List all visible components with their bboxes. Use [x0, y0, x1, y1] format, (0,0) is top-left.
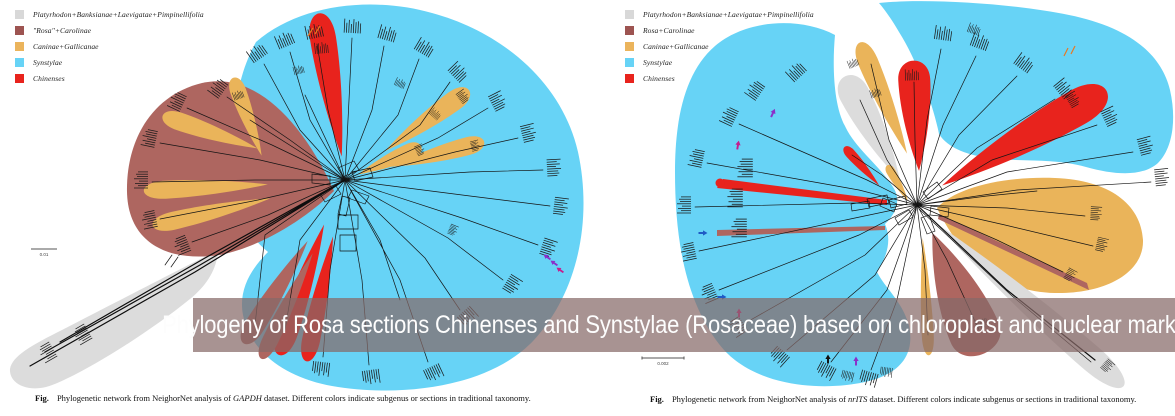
caption-text-after: dataset. Different colors indicate subge…	[867, 394, 1137, 404]
caption-gene-name: GAPDH	[233, 393, 262, 403]
rosa-ray	[717, 226, 885, 236]
legend-item: Synstylae	[625, 54, 814, 70]
gapdh-network-diagram: 0.01	[9, 4, 584, 391]
legend-swatch-red	[15, 73, 24, 83]
nrits-network-diagram: 0.002	[641, 1, 1174, 397]
legend-item: Platyrhodon+Banksianae+Laevigatae+Pimpin…	[625, 6, 814, 22]
legend-label: Platyrhodon+Banksianae+Laevigatae+Pimpin…	[33, 9, 204, 19]
legend-item: Chinenses	[625, 70, 814, 86]
caption-fig-label: Fig.	[35, 393, 49, 403]
legend-label: Caninae+Gallicanae	[643, 41, 709, 51]
caption-text-after: dataset. Different colors indicate subge…	[261, 393, 531, 403]
legend-item: Chinenses	[15, 70, 204, 86]
rosa-ray-in-orange	[938, 214, 1089, 290]
title-overlay-band: Phylogeny of Rosa sections Chinenses and…	[162, 298, 1175, 352]
legend-label: Synstylae	[643, 57, 673, 67]
legend-nrits: Platyrhodon+Banksianae+Laevigatae+Pimpin…	[625, 6, 814, 86]
svg-text:0.002: 0.002	[657, 361, 669, 366]
legend-item: Synstylae	[15, 54, 204, 70]
synstylae-region-topband	[879, 1, 1174, 174]
page-title: Phylogeny of Rosa sections Chinenses and…	[162, 310, 1175, 339]
chinenses-ray-tip	[715, 178, 725, 188]
caption-gene-name: nrITS	[848, 394, 868, 404]
legend-item: Rosa+Carolinae	[625, 22, 814, 38]
caption-text-before: Phylogenetic network from NeighorNet ana…	[671, 394, 849, 404]
network-edges	[29, 37, 551, 367]
legend-item: "Rosa"+Carolinae	[15, 22, 204, 38]
legend-label: Chinenses	[33, 73, 65, 83]
legend-item: Caninae+Gallicanae	[625, 38, 814, 54]
legend-swatch-blue	[15, 57, 24, 67]
chinenses-ray	[717, 179, 887, 205]
legend-item: Platyrhodon+Banksianae+Laevigatae+Pimpin…	[15, 6, 204, 22]
marker-arrows	[307, 25, 565, 275]
legend-item: Caninae+Gallicanae	[15, 38, 204, 54]
legend-swatch-gray	[625, 9, 634, 19]
legend-swatch-maroon	[15, 25, 24, 35]
legend-label: Chinenses	[643, 73, 675, 83]
caption-text-before: Phylogenetic network from NeighorNet ana…	[56, 393, 234, 403]
legend-label: Rosa+Carolinae	[643, 25, 695, 35]
legend-swatch-gray	[15, 9, 24, 19]
caption-fig-label: Fig.	[650, 394, 664, 404]
legend-swatch-blue	[625, 57, 634, 67]
legend-swatch-maroon	[625, 25, 634, 35]
caption-nrits: Fig. Phylogenetic network from NeighorNet…	[650, 394, 1136, 404]
legend-gapdh: Platyrhodon+Banksianae+Laevigatae+Pimpin…	[15, 6, 204, 86]
caption-gapdh: Fig. Phylogenetic network from NeighorNet…	[35, 393, 531, 403]
legend-label: Platyrhodon+Banksianae+Laevigatae+Pimpin…	[643, 9, 814, 19]
svg-text:0.01: 0.01	[40, 252, 49, 257]
legend-label: "Rosa"+Carolinae	[33, 25, 92, 35]
legend-swatch-orange	[15, 41, 24, 51]
scale-bar-right: 0.002	[641, 356, 685, 366]
marker-arrows	[698, 45, 1076, 366]
legend-swatch-red	[625, 73, 634, 83]
legend-label: Caninae+Gallicanae	[33, 41, 99, 51]
scale-bar-left: 0.01	[31, 248, 57, 257]
legend-label: Synstylae	[33, 57, 63, 67]
legend-swatch-orange	[625, 41, 634, 51]
